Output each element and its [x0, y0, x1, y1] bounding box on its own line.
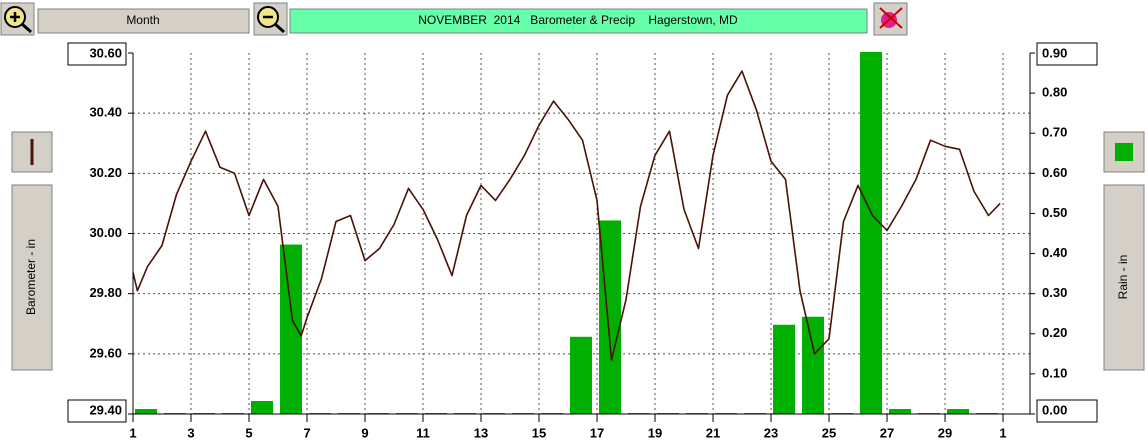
x-tick-label: 1: [999, 425, 1006, 440]
y2-tick-label: 0.80: [1042, 85, 1067, 100]
y2-tick-label: 0.30: [1042, 285, 1067, 300]
period-button[interactable]: [37, 8, 250, 34]
x-tick-label: 5: [245, 425, 252, 440]
x-tick-label: 27: [880, 425, 894, 440]
barometer-line: [132, 70, 1001, 361]
x-tick-label: 25: [822, 425, 836, 440]
rain-bar: [889, 408, 912, 414]
y-tick-label: 29.80: [89, 285, 122, 300]
bar-swatch: [1115, 143, 1133, 161]
y-axis-label: Barometer - in: [24, 239, 38, 315]
period-label: Month: [126, 13, 159, 27]
y-tick-label: 29.40: [89, 402, 122, 417]
chart-title: NOVEMBER 2014 Barometer & Precip Hagerst…: [418, 13, 738, 27]
y2-tick-label: 0.10: [1042, 365, 1067, 380]
tick-box: [1036, 42, 1098, 66]
rain-bar: [599, 220, 622, 414]
y2-tick-label: 0.00: [1042, 402, 1067, 417]
rain-bar: [570, 336, 593, 414]
x-tick-label: 23: [764, 425, 778, 440]
rain-bar: [773, 324, 796, 414]
zoom-in-button[interactable]: [0, 2, 35, 36]
zoom-out-button[interactable]: [253, 2, 288, 36]
x-tick-label: 19: [648, 425, 662, 440]
x-tick-label: 29: [938, 425, 952, 440]
x-tick-label: 17: [590, 425, 604, 440]
rain-bar: [135, 408, 157, 414]
color-button[interactable]: [873, 2, 908, 36]
rain-bar: [860, 52, 883, 414]
y-label-button[interactable]: [11, 184, 53, 371]
y2-tick-label: 0.40: [1042, 245, 1067, 260]
x-tick-label: 21: [706, 425, 720, 440]
y2-tick-label: 0.50: [1042, 205, 1067, 220]
y-tick-label: 29.60: [89, 345, 122, 360]
y2-tick-label: 0.20: [1042, 325, 1067, 340]
y-tick-label: 30.00: [89, 225, 122, 240]
tick-box: [67, 399, 127, 423]
y2-tick-label: 0.70: [1042, 125, 1067, 140]
x-tick-label: 13: [474, 425, 488, 440]
x-tick-label: 15: [532, 425, 546, 440]
rain-bar: [280, 244, 303, 414]
x-tick-label: 1: [129, 425, 136, 440]
tick-box: [67, 42, 127, 66]
y-tick-label: 30.20: [89, 165, 122, 180]
rain-bar: [947, 408, 970, 414]
y2-axis-label: Rain - in: [1116, 255, 1130, 300]
rain-bar: [802, 316, 825, 414]
y2-label-button[interactable]: [1103, 184, 1145, 371]
y2-tick-label: 0.60: [1042, 165, 1067, 180]
y-tick-label: 30.60: [89, 45, 122, 60]
x-tick-label: 9: [361, 425, 368, 440]
x-tick-label: 7: [303, 425, 310, 440]
title-bar: [289, 8, 868, 34]
y2-tick-label: 0.90: [1042, 45, 1067, 60]
y-tick-label: 30.40: [89, 105, 122, 120]
x-tick-label: 11: [416, 425, 430, 440]
x-tick-label: 3: [187, 425, 194, 440]
rain-bar: [251, 400, 274, 414]
tick-box: [1036, 399, 1098, 423]
